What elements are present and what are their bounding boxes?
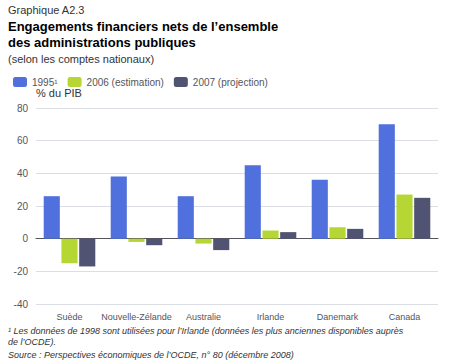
svg-text:Danemark: Danemark bbox=[317, 312, 359, 322]
svg-text:60: 60 bbox=[17, 135, 29, 146]
svg-text:80: 80 bbox=[17, 103, 29, 114]
svg-text:Graphique A2.3: Graphique A2.3 bbox=[8, 4, 84, 16]
svg-text:40: 40 bbox=[17, 168, 29, 179]
svg-text:2006 (estimation): 2006 (estimation) bbox=[87, 77, 164, 88]
svg-text:Canada: Canada bbox=[389, 312, 421, 322]
svg-text:Suède: Suède bbox=[56, 312, 82, 322]
svg-text:0: 0 bbox=[22, 233, 28, 244]
svg-text:1995¹: 1995¹ bbox=[32, 77, 58, 88]
svg-text:-40: -40 bbox=[14, 299, 29, 310]
svg-text:-20: -20 bbox=[14, 266, 29, 277]
svg-text:2007 (projection): 2007 (projection) bbox=[193, 77, 268, 88]
svg-text:Australie: Australie bbox=[186, 312, 221, 322]
svg-text:¹ Les données de 1998 sont uti: ¹ Les données de 1998 sont utilisées pou… bbox=[8, 326, 406, 336]
svg-text:(selon les comptes nationaux): (selon les comptes nationaux) bbox=[8, 53, 154, 65]
svg-text:Engagements financiers nets de: Engagements financiers nets de l’ensembl… bbox=[8, 19, 278, 34]
svg-text:Nouvelle-Zélande: Nouvelle-Zélande bbox=[101, 312, 172, 322]
svg-text:des administrations publiques: des administrations publiques bbox=[8, 35, 196, 50]
svg-text:de l’OCDE).: de l’OCDE). bbox=[8, 337, 56, 347]
svg-text:Irlande: Irlande bbox=[257, 312, 285, 322]
svg-text:% du PIB: % du PIB bbox=[36, 87, 82, 99]
svg-text:Source : Perspectives économiq: Source : Perspectives économiques de l’O… bbox=[8, 350, 294, 360]
svg-text:20: 20 bbox=[17, 201, 29, 212]
